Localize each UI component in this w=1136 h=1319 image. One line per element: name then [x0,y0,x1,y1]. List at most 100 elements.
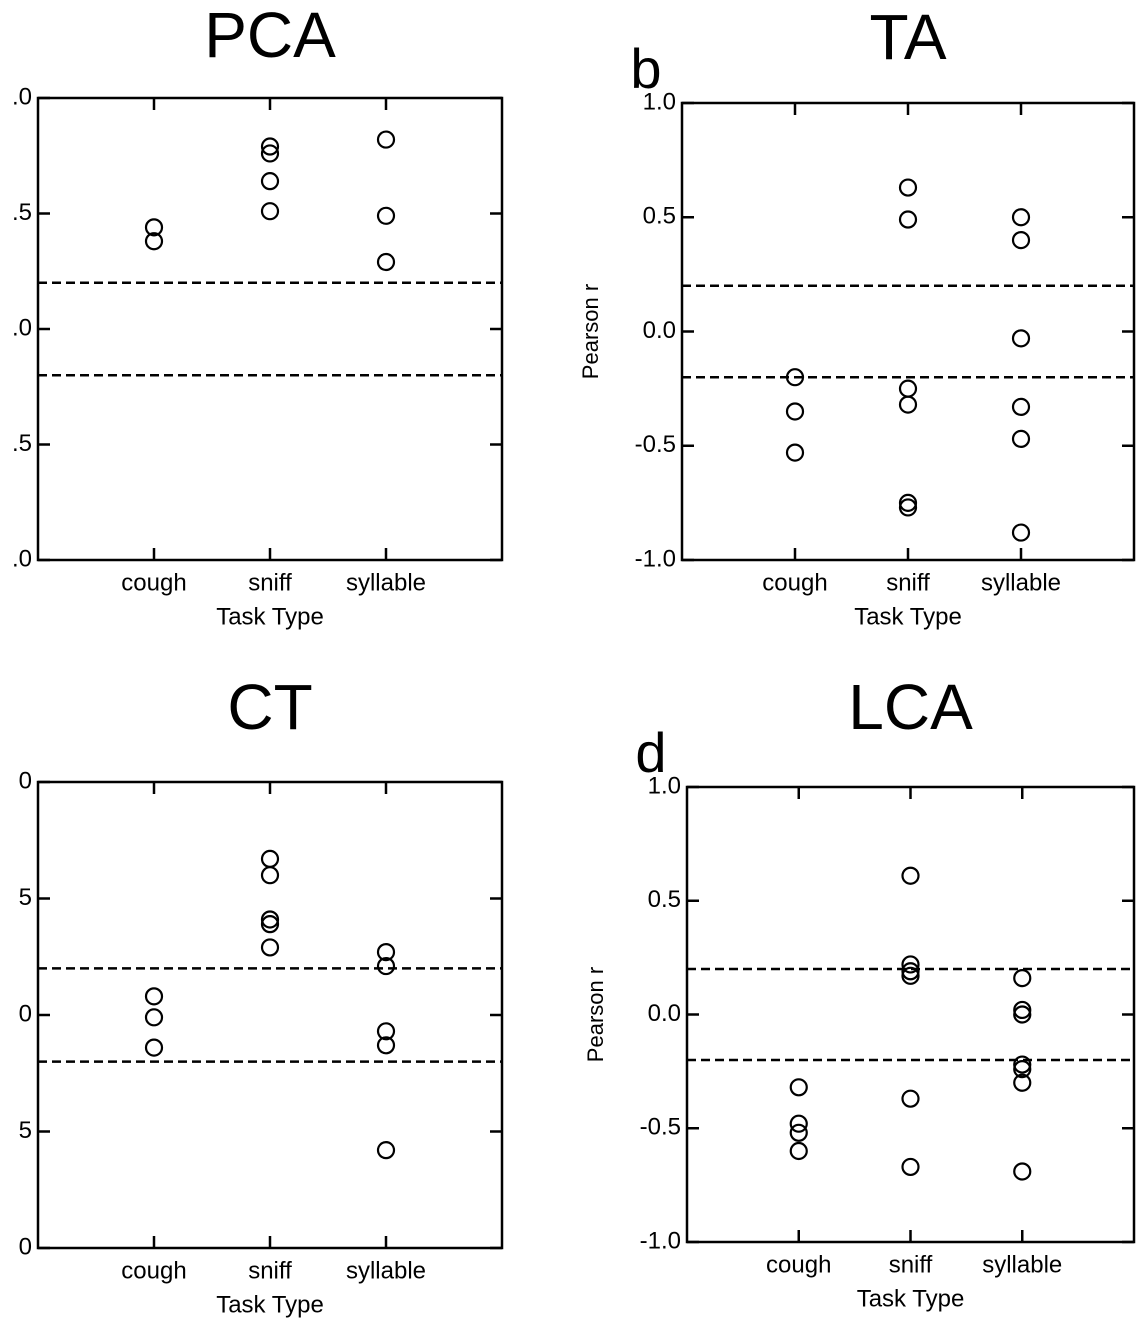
data-point [901,962,920,981]
data-point [901,966,920,985]
panel-label: b [630,37,661,100]
data-point [144,1038,164,1057]
data-point [789,1114,808,1133]
x-tick-label: syllable [982,1251,1062,1278]
data-point [1013,1055,1032,1074]
x-axis-label: Task Type [854,603,962,630]
data-point [1013,1059,1032,1079]
data-point [1013,1005,1032,1024]
y-tick-label: 0.5 [648,886,681,913]
data-point [789,1141,808,1161]
data-point [898,210,918,229]
data-point [901,1157,920,1177]
data-point [376,1141,396,1160]
chart-title: PCA [204,0,336,71]
data-point [144,1008,164,1027]
x-axis-label: Task Type [216,603,324,630]
data-point [898,178,918,197]
data-point [1011,397,1031,417]
y-tick-label: 0 [19,1233,32,1260]
plot-frame [685,785,1136,1244]
x-tick-label: cough [121,1257,186,1284]
data-point [1013,1000,1032,1020]
data-point [260,144,280,163]
y-tick-label: -1.0 [640,1227,681,1254]
data-point [785,368,805,387]
data-point [785,443,805,462]
y-tick-label: 1.0 [643,88,676,115]
data-point [376,206,396,225]
data-point [260,849,280,868]
data-point [1013,1162,1032,1181]
data-point [898,498,918,517]
y-tick-label: 5 [19,884,32,911]
data-point [260,866,280,885]
data-point [1011,208,1031,227]
data-point [789,1078,808,1097]
x-tick-label: cough [762,569,827,596]
data-point [376,130,396,149]
y-tick-label: 0.5 [643,203,676,230]
x-axis-label: Task Type [857,1285,965,1312]
y-tick-label: 0 [19,1000,32,1027]
data-point [1011,231,1031,250]
data-point [260,202,280,221]
data-point [260,938,280,957]
y-tick-label: .0 [12,83,32,110]
plot-frame [36,96,504,562]
data-point [901,955,920,974]
data-point [1013,1073,1032,1092]
x-tick-label: syllable [346,569,426,596]
data-point [260,910,280,929]
chart-title: LCA [848,671,973,743]
chart-title: CT [227,671,312,743]
data-point [376,1036,396,1055]
data-point [260,915,280,934]
data-point [901,1089,920,1108]
data-point [901,866,920,885]
y-tick-label: 5 [19,1117,32,1144]
y-tick-label: .0 [12,314,32,341]
y-tick-label: 0.0 [648,1000,681,1027]
data-point [376,1022,396,1041]
y-tick-label: .5 [12,199,32,226]
x-tick-label: sniff [248,1257,292,1284]
y-tick-label: .0 [12,545,32,572]
data-point [144,232,164,251]
data-point [260,137,280,156]
y-tick-label: -1.0 [635,545,676,572]
x-tick-label: cough [766,1251,831,1278]
x-tick-label: cough [121,569,186,596]
y-axis-label: Pearson r [578,284,603,379]
plot-frame [680,101,1136,562]
data-point [1013,968,1032,988]
data-point [260,172,280,191]
data-point [1011,329,1031,348]
panel-label: d [635,721,666,784]
data-point [376,956,396,976]
y-tick-label: -0.5 [640,1114,681,1141]
data-point [898,493,918,512]
x-tick-label: sniff [248,569,292,596]
data-point [789,1123,808,1142]
data-point [785,402,805,421]
y-tick-label: .5 [12,430,32,457]
x-tick-label: syllable [346,1257,426,1284]
data-point [376,252,396,272]
data-point [144,987,164,1006]
data-point [898,379,918,398]
data-point [376,942,396,962]
x-tick-label: sniff [886,569,930,596]
y-tick-label: 0.0 [643,317,676,344]
x-axis-label: Task Type [216,1291,324,1318]
y-axis-label: Pearson r [583,967,608,1062]
data-point [144,218,164,237]
data-point [1011,429,1031,448]
y-tick-label: 1.0 [648,772,681,799]
chart-title: TA [869,1,946,73]
plot-frame [36,780,504,1250]
data-point [1011,523,1031,542]
x-tick-label: syllable [981,569,1061,596]
